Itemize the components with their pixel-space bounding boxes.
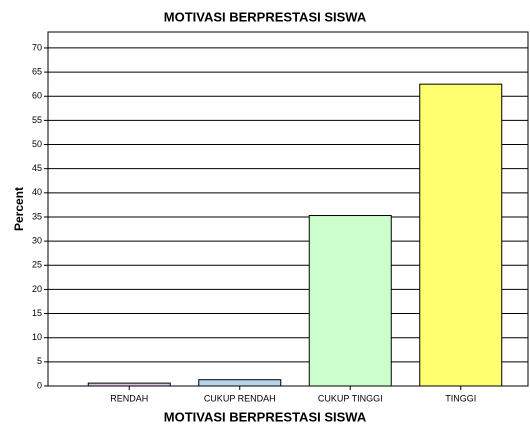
y-tick-label: 60 xyxy=(32,91,42,101)
y-tick-label: 10 xyxy=(32,332,42,342)
chart-title: MOTIVASI BERPRESTASI SISWA xyxy=(164,9,367,24)
y-tick-label: 5 xyxy=(37,356,42,366)
y-axis-label: Percent xyxy=(12,187,26,231)
y-tick-label: 30 xyxy=(32,235,42,245)
y-tick-label: 0 xyxy=(37,380,42,390)
y-tick-label: 50 xyxy=(32,139,42,149)
y-tick-label: 70 xyxy=(32,42,42,52)
bar xyxy=(198,379,282,387)
x-tick-label: CUKUP TINGGI xyxy=(318,393,383,403)
x-tick-label: TINGGI xyxy=(445,393,476,403)
y-tick-label: 55 xyxy=(32,115,42,125)
x-tick-label: RENDAH xyxy=(110,393,148,403)
bar xyxy=(419,83,503,387)
y-tick-label: 15 xyxy=(32,308,42,318)
y-tick-label: 45 xyxy=(32,163,42,173)
bar xyxy=(87,382,171,387)
y-tick-label: 40 xyxy=(32,187,42,197)
y-tick-label: 65 xyxy=(32,66,42,76)
y-tick-label: 25 xyxy=(32,260,42,270)
y-tick-label: 20 xyxy=(32,284,42,294)
x-tick-label: CUKUP RENDAH xyxy=(204,393,276,403)
y-tick-label: 35 xyxy=(32,211,42,221)
bar xyxy=(308,215,392,387)
x-axis-label: MOTIVASI BERPRESTASI SISWA xyxy=(164,409,367,424)
